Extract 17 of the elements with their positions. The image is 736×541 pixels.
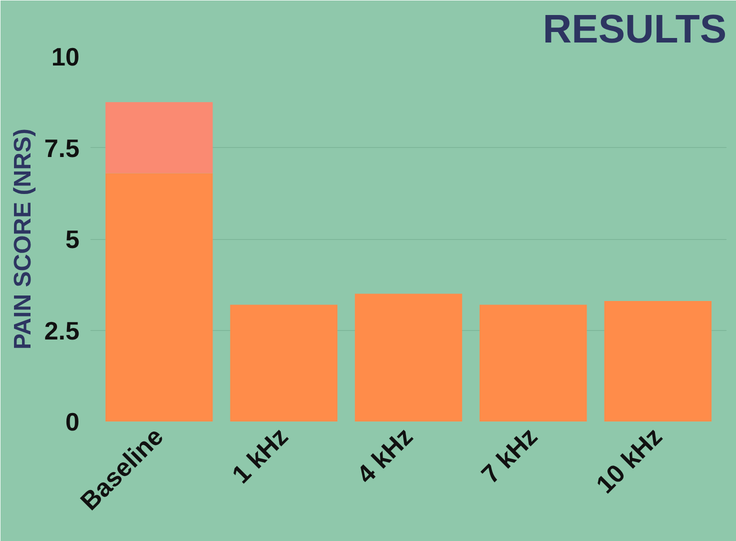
chart-title: RESULTS: [542, 8, 727, 52]
bar: [105, 173, 213, 422]
x-tick-label: 4 kHz: [352, 422, 418, 490]
y-tick-label: 7.5: [44, 134, 80, 163]
y-tick-label: 0: [65, 408, 80, 436]
x-tick-label: 7 kHz: [476, 422, 544, 490]
y-tick-label: 2.5: [44, 317, 80, 346]
y-axis-title: PAIN SCORE (NRS): [9, 128, 36, 350]
x-tick-label: 1 kHz: [227, 422, 294, 490]
y-tick-label: 5: [65, 226, 80, 254]
y-tick-label: 10: [51, 44, 80, 72]
bar: [480, 304, 587, 422]
bar: [604, 301, 712, 422]
x-tick-label: 10 kHz: [591, 422, 668, 500]
bar: [354, 294, 462, 422]
bar: [105, 102, 213, 174]
bar: [230, 304, 338, 422]
